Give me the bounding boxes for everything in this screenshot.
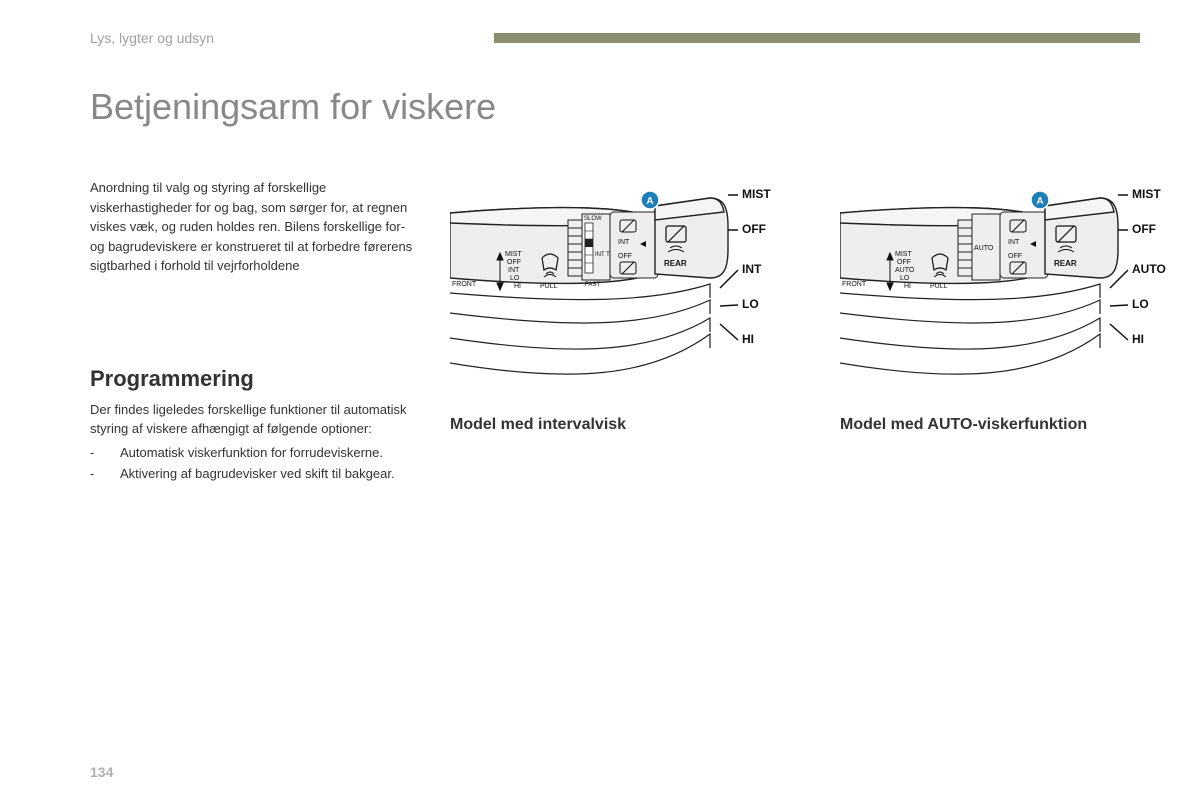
svg-text:LO: LO (900, 275, 910, 282)
svg-text:HI: HI (904, 283, 911, 290)
programming-intro: Der findes ligeledes forskellige funktio… (90, 402, 407, 437)
svg-text:PULL: PULL (540, 283, 558, 290)
wiper-stalk-diagram-auto: MIST OFF AUTO LO HI FRONT PULL (840, 178, 1200, 408)
list-item: - Aktivering af bagrudevisker ved skift … (90, 464, 420, 484)
svg-text:OFF: OFF (1008, 253, 1022, 260)
svg-text:REAR: REAR (664, 259, 687, 268)
svg-text:FRONT: FRONT (452, 281, 477, 288)
svg-text:LO: LO (742, 297, 759, 311)
intro-text: Anordning til valg og styring af forskel… (90, 178, 420, 276)
svg-text:FAST: FAST (585, 282, 600, 288)
page-number: 134 (90, 764, 113, 780)
auto-knob: AUTO (972, 214, 1000, 280)
svg-text:LO: LO (1132, 297, 1149, 311)
content-row: Anordning til valg og styring af forskel… (90, 178, 1140, 484)
auto-caption: Model med AUTO-viskerfunktion (840, 416, 1200, 434)
svg-text:INT: INT (618, 239, 630, 246)
left-column: Anordning til valg og styring af forskel… (90, 178, 420, 484)
svg-text:INT: INT (508, 267, 520, 274)
svg-text:MIST: MIST (1132, 187, 1161, 201)
svg-text:MIST: MIST (742, 187, 771, 201)
svg-text:HI: HI (514, 283, 521, 290)
svg-text:A: A (646, 196, 653, 207)
programming-body: Der findes ligeledes forskellige funktio… (90, 400, 420, 484)
svg-text:AUTO: AUTO (974, 245, 994, 252)
option-text: Automatisk viskerfunktion for forrudevis… (120, 443, 383, 463)
svg-text:PULL: PULL (930, 283, 948, 290)
option-text: Aktivering af bagrudevisker ved skift ti… (120, 464, 395, 484)
svg-text:SLOW: SLOW (584, 216, 602, 222)
stalk-svg: MIST OFF INT LO HI FRONT PULL (450, 178, 810, 388)
svg-text:HI: HI (742, 332, 754, 346)
programming-heading: Programmering (90, 366, 420, 392)
right-column: MIST OFF AUTO LO HI FRONT PULL (840, 178, 1200, 484)
interval-caption: Model med intervalvisk (450, 416, 810, 434)
stalk-svg: MIST OFF AUTO LO HI FRONT PULL (840, 178, 1200, 388)
svg-text:OFF: OFF (1132, 222, 1156, 236)
svg-text:OFF: OFF (742, 222, 766, 236)
svg-text:OFF: OFF (618, 253, 632, 260)
svg-text:MIST: MIST (505, 251, 522, 258)
svg-text:HI: HI (1132, 332, 1144, 346)
header-accent-bar (494, 33, 1140, 43)
bullet-dash: - (90, 464, 120, 484)
svg-text:FRONT: FRONT (842, 281, 867, 288)
svg-text:A: A (1036, 196, 1043, 207)
svg-text:LO: LO (510, 275, 520, 282)
svg-text:AUTO: AUTO (895, 267, 915, 274)
list-item: - Automatisk viskerfunktion for forrudev… (90, 443, 420, 463)
bullet-dash: - (90, 443, 120, 463)
svg-text:INT: INT (742, 262, 762, 276)
manual-page: Lys, lygter og udsyn Betjeningsarm for v… (0, 0, 1200, 800)
svg-text:MIST: MIST (895, 251, 912, 258)
page-title: Betjeningsarm for viskere (90, 86, 1140, 128)
breadcrumb: Lys, lygter og udsyn (90, 30, 214, 46)
svg-text:OFF: OFF (507, 259, 521, 266)
wiper-stalk-diagram-interval: MIST OFF INT LO HI FRONT PULL (450, 178, 810, 408)
middle-column: MIST OFF INT LO HI FRONT PULL (450, 178, 810, 484)
svg-text:OFF: OFF (897, 259, 911, 266)
svg-text:AUTO: AUTO (1132, 262, 1166, 276)
header-row: Lys, lygter og udsyn (90, 30, 1140, 46)
programming-options: - Automatisk viskerfunktion for forrudev… (90, 443, 420, 484)
svg-text:INT: INT (1008, 239, 1020, 246)
svg-text:REAR: REAR (1054, 259, 1077, 268)
